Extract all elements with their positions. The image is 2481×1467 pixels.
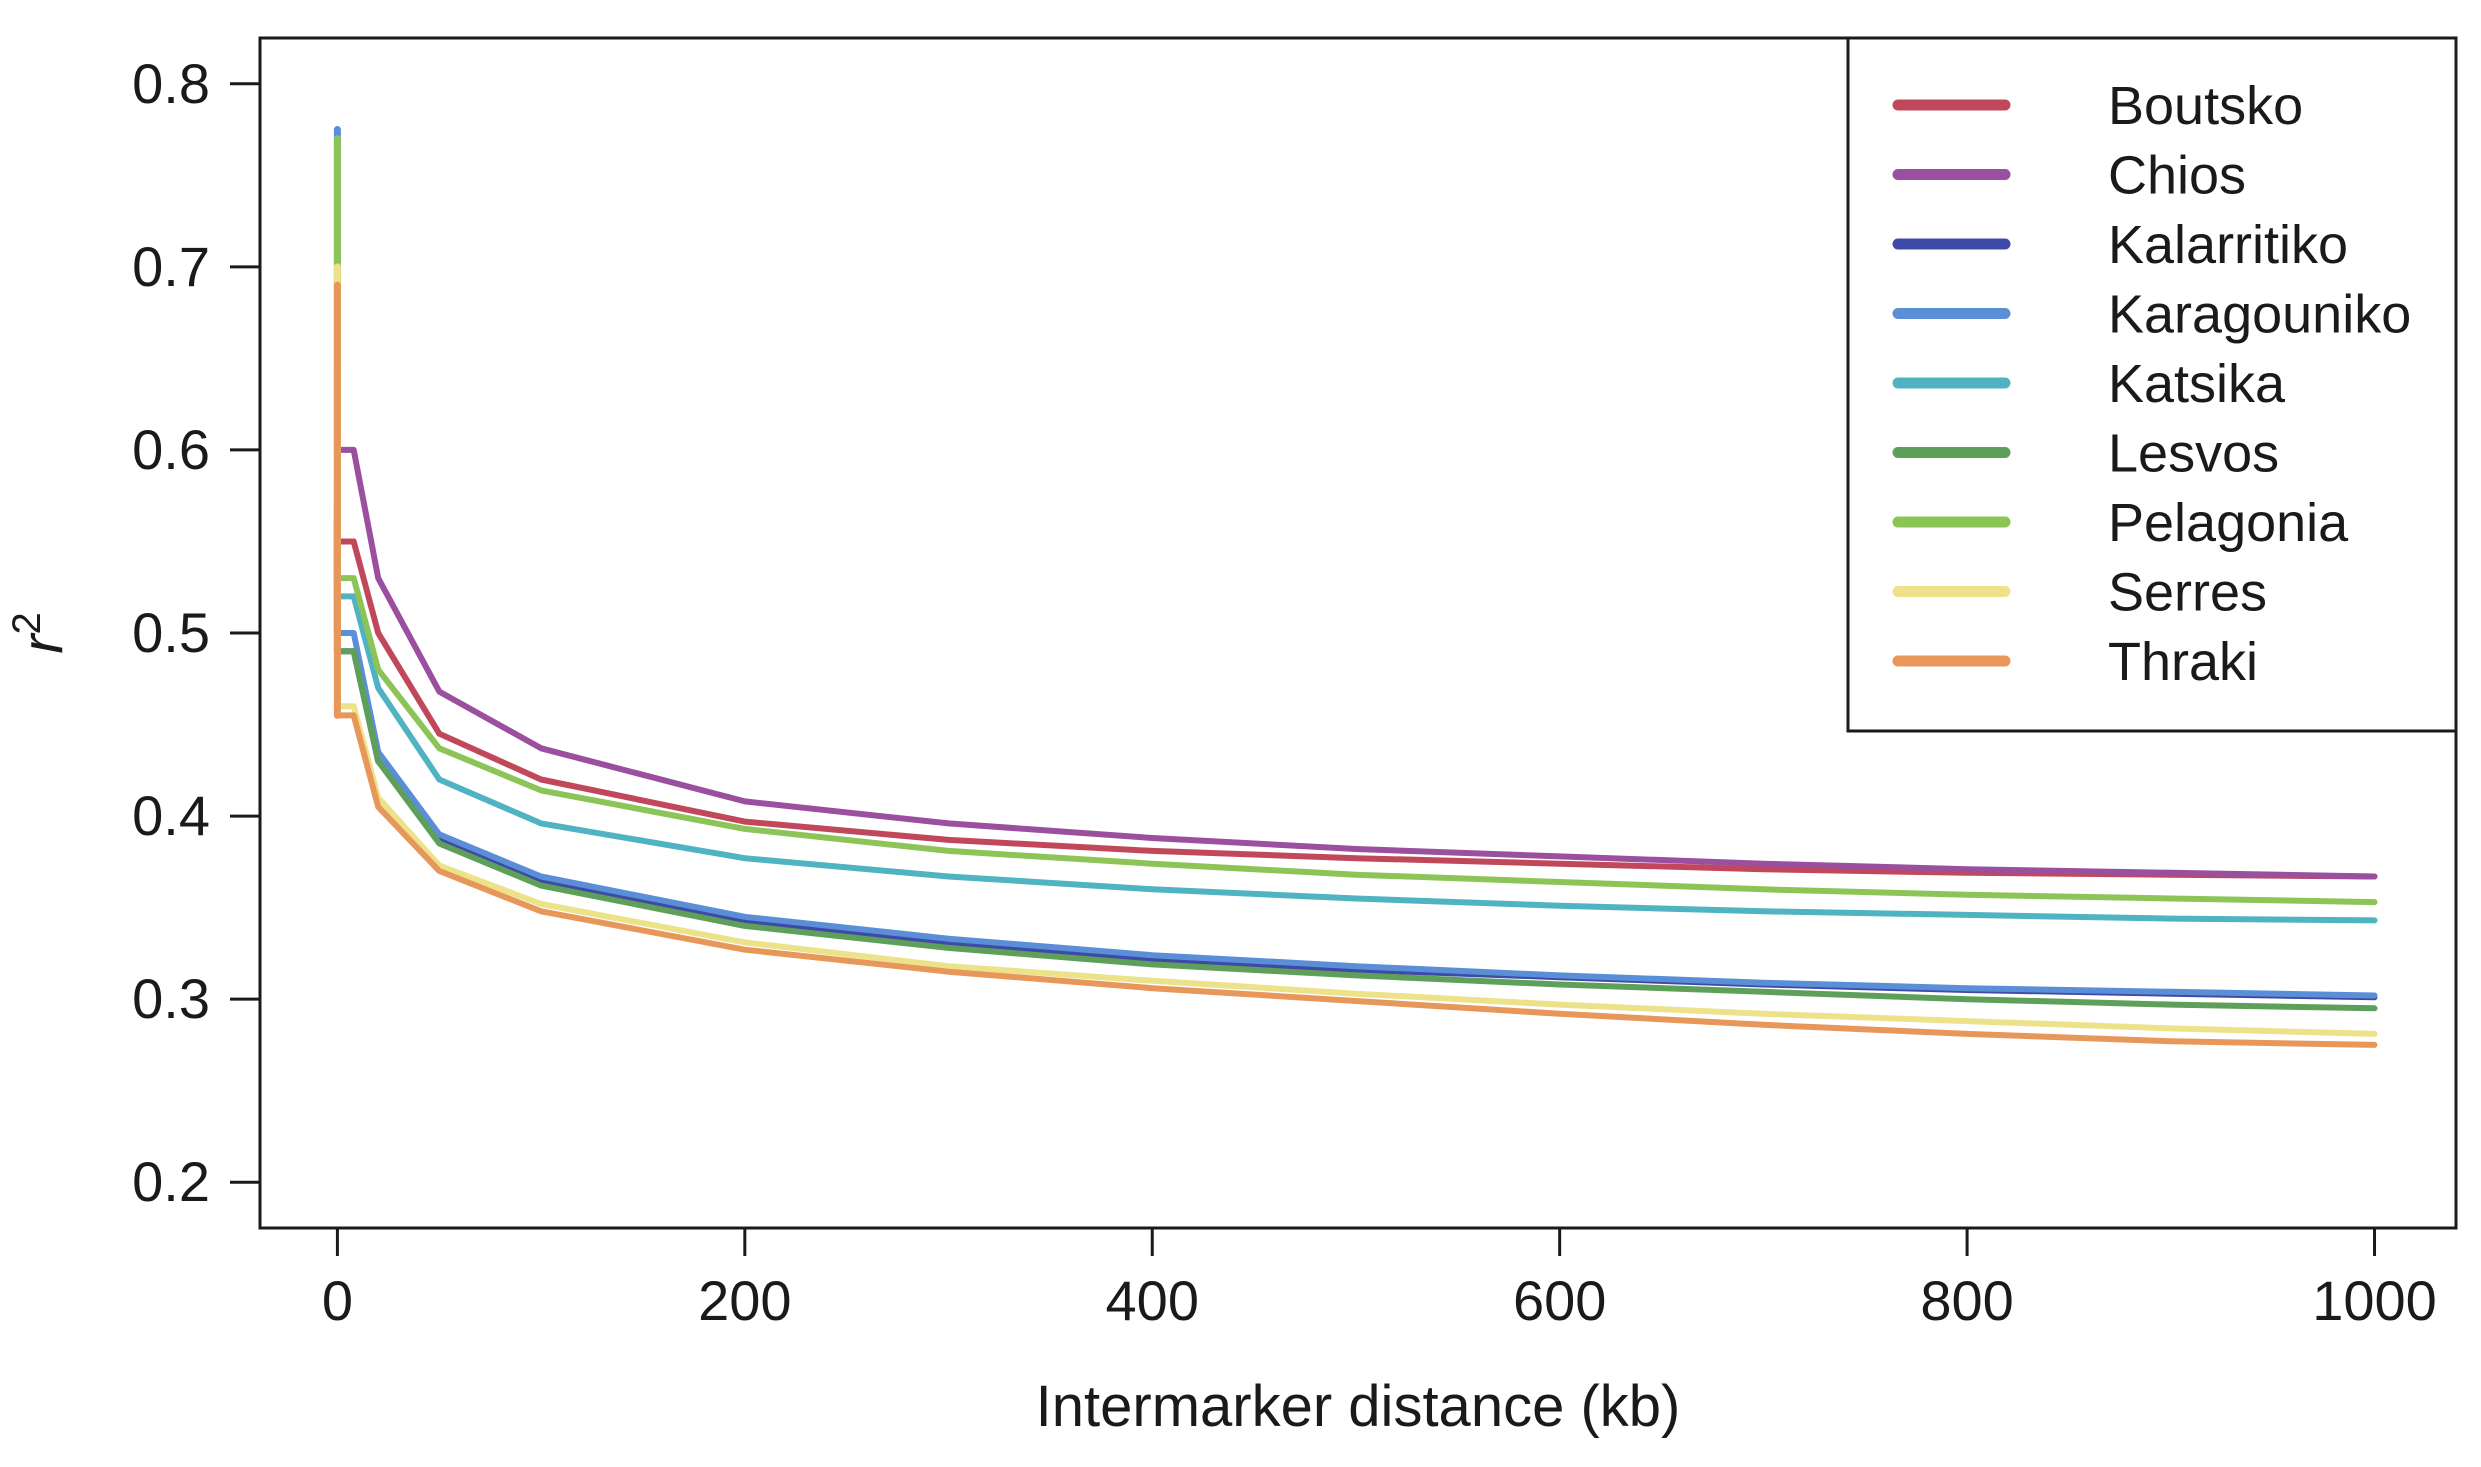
legend-label-thraki: Thraki: [2108, 632, 2258, 692]
x-tick-label-2: 400: [1106, 1269, 1199, 1332]
legend-label-karagouniko: Karagouniko: [2108, 285, 2411, 345]
series-line-karagouniko: [334, 630, 2378, 999]
series-layer: [333, 126, 2378, 1048]
series-line-serres: [334, 703, 2378, 1037]
series-line-boutsko: [334, 538, 2378, 880]
series-line-chios: [334, 446, 2378, 880]
legend-item-pelagonia: Pelagonia: [1892, 493, 2349, 553]
y-tick-label-0: 0.2: [132, 1150, 210, 1213]
y-tick-label-5: 0.7: [132, 235, 210, 298]
legend-label-katsika: Katsika: [2108, 354, 2286, 414]
y-tick-label-6: 0.8: [132, 52, 210, 115]
x-tick-label-4: 800: [1920, 1269, 2013, 1332]
y-tick-label-1: 0.3: [132, 967, 210, 1030]
legend-label-pelagonia: Pelagonia: [2108, 493, 2349, 553]
legend-item-chios: Chios: [1892, 146, 2246, 206]
legend-label-boutsko: Boutsko: [2108, 76, 2303, 136]
series-line-katsika: [334, 593, 2378, 924]
legend-item-lesvos: Lesvos: [1892, 424, 2279, 484]
series-line-pelagonia: [334, 575, 2378, 906]
legend-label-chios: Chios: [2108, 146, 2246, 206]
series-line-thraki: [334, 712, 2378, 1048]
y-axis-title: r2: [5, 612, 75, 654]
y-axis-title-base: r: [10, 632, 75, 654]
legend-item-kalarritiko: Kalarritiko: [1892, 215, 2348, 275]
y-tick-label-3: 0.5: [132, 601, 210, 664]
series-line-lesvos: [334, 648, 2378, 1012]
legend-item-katsika: Katsika: [1892, 354, 2286, 414]
series-thraki: [333, 281, 2378, 1048]
y-tick-label-4: 0.6: [132, 418, 210, 481]
legend-label-serres: Serres: [2108, 563, 2267, 623]
x-tick-label-5: 1000: [2312, 1269, 2437, 1332]
x-tick-label-0: 0: [322, 1269, 353, 1332]
x-axis: 0 200 400 600 800 1000: [322, 1228, 2437, 1332]
y-axis: 0.2 0.3 0.4 0.5 0.6 0.7 0.8: [132, 52, 260, 1213]
legend: Boutsko Chios Kalarritiko Karagouniko Katsik…: [1846, 36, 2458, 733]
x-tick-label-1: 200: [698, 1269, 791, 1332]
legend-items: Boutsko Chios Kalarritiko Karagouniko Katsik…: [1892, 76, 2411, 692]
y-tick-label-2: 0.4: [132, 784, 210, 847]
legend-item-thraki: Thraki: [1892, 632, 2258, 692]
x-axis-title: Intermarker distance (kb): [1036, 1374, 1681, 1439]
y-axis-title-superscript: 2: [5, 612, 49, 634]
legend-item-serres: Serres: [1892, 563, 2267, 623]
legend-item-karagouniko: Karagouniko: [1892, 285, 2411, 345]
legend-label-lesvos: Lesvos: [2108, 424, 2279, 484]
legend-item-boutsko: Boutsko: [1892, 76, 2303, 136]
legend-label-kalarritiko: Kalarritiko: [2108, 215, 2348, 275]
x-tick-label-3: 600: [1513, 1269, 1606, 1332]
